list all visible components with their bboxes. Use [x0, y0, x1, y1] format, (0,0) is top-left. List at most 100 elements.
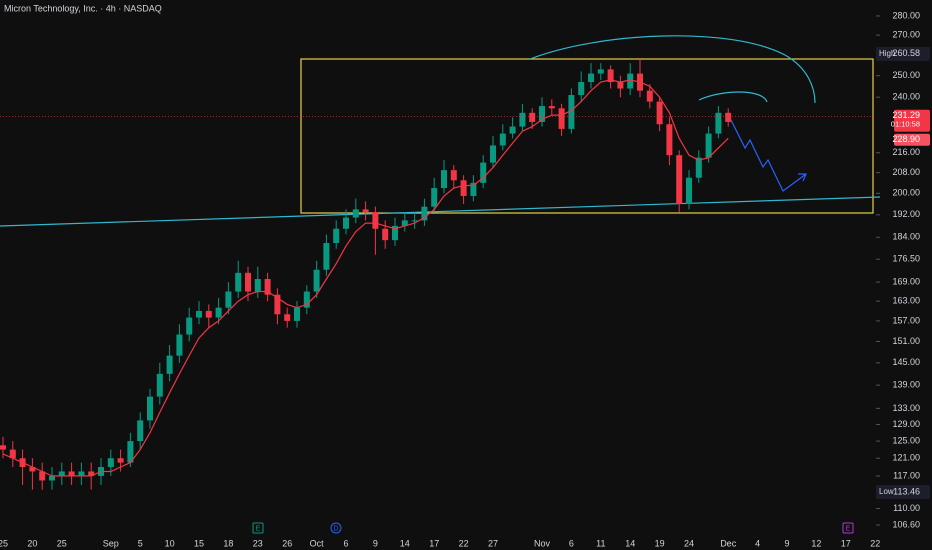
candle-body: [215, 307, 222, 318]
x-tick-label: 23: [253, 538, 263, 548]
event-markers: E D E: [252, 522, 854, 534]
event-marker: [330, 522, 342, 534]
y-tick-label: 125.00: [892, 435, 920, 445]
event-label: E: [846, 525, 851, 532]
y-tick-label: 163.00: [892, 296, 920, 306]
candle-body: [597, 69, 604, 74]
candle-body: [627, 73, 634, 89]
candle-body: [509, 126, 516, 134]
candle-body: [235, 272, 242, 292]
candle-body: [284, 314, 291, 321]
candle-body: [274, 294, 281, 315]
candle-body: [411, 220, 418, 222]
x-tick-label: 4: [755, 538, 760, 548]
y-tick-label: 145.00: [892, 357, 920, 367]
price-marker-label: High: [879, 49, 895, 58]
candle-body: [715, 112, 722, 134]
candle-body: [450, 170, 457, 181]
y-tick-label: 133.00: [892, 403, 920, 413]
candle-body: [88, 471, 95, 476]
trend-line: [0, 196, 881, 227]
y-tick-label: 192.00: [892, 209, 920, 219]
candle-body: [470, 182, 477, 196]
x-tick-label: 14: [625, 538, 635, 548]
y-tick-label: 208.00: [892, 167, 920, 177]
last-price-label: 231.29: [892, 110, 920, 120]
chart-title: Micron Technology, Inc. · 4h · NASDAQ: [4, 3, 162, 13]
x-tick-label: 17: [841, 538, 851, 548]
candle-body: [39, 471, 46, 481]
candle-body: [382, 228, 389, 241]
x-tick-label: 12: [811, 538, 821, 548]
y-tick-label: 184.00: [892, 232, 920, 242]
ma-price-box: [894, 133, 930, 146]
candle-body: [127, 441, 134, 463]
x-tick-label: 10: [165, 538, 175, 548]
x-tick-label: 6: [569, 538, 574, 548]
candle-body: [499, 133, 506, 146]
event-marker: [252, 522, 264, 534]
y-tick-label: 169.00: [892, 276, 920, 286]
x-tick-label: 22: [870, 538, 880, 548]
arc-drawing: [698, 91, 768, 103]
y-tick-label: 270.00: [892, 29, 920, 39]
y-tick-label: 240.00: [892, 92, 920, 102]
y-tick-label: 117.00: [893, 470, 920, 480]
candle-body: [254, 278, 261, 292]
y-tick-label: 280.00: [892, 10, 920, 20]
candle-body: [686, 177, 692, 204]
candle-body: [431, 188, 438, 207]
candle-body: [225, 291, 232, 308]
candle-body: [186, 317, 193, 335]
y-tick-label: 157.00: [892, 315, 920, 325]
candle-body: [9, 449, 16, 459]
candle-body: [147, 396, 153, 421]
candle-body: [490, 145, 496, 163]
x-tick-label: 27: [488, 538, 498, 548]
candle-body: [117, 458, 124, 463]
y-tick-label: 129.00: [892, 419, 920, 429]
x-tick-label: 15: [194, 538, 204, 548]
moving-average-line: [2, 79, 729, 477]
candle-body: [156, 373, 163, 397]
price-marker-box: [876, 485, 930, 500]
candle-body: [441, 170, 447, 189]
candle-body: [205, 310, 212, 318]
y-tick-label: 250.00: [892, 70, 920, 80]
event-label: E: [256, 525, 261, 532]
ma-price-label: 228.90: [892, 134, 920, 144]
candle-body: [646, 90, 653, 102]
candle-body: [460, 180, 467, 196]
candle-body: [539, 106, 545, 122]
y-tick-label: 106.60: [892, 519, 920, 529]
y-tick-label: 110.00: [893, 503, 920, 513]
candle-body: [29, 467, 36, 472]
candle-body: [58, 471, 65, 476]
projection-arrow: [730, 119, 807, 192]
arc-drawing: [529, 35, 816, 104]
candle-body: [372, 212, 379, 229]
candle-body: [176, 334, 183, 356]
candle-body: [695, 157, 702, 178]
countdown-label: 01:10:58: [891, 120, 920, 129]
x-tick-label: 9: [373, 538, 378, 548]
candle-body: [137, 420, 144, 442]
x-tick-label: Oct: [310, 538, 325, 548]
candle-body: [78, 471, 85, 476]
x-tick-label: 19: [655, 538, 665, 548]
event-label: D: [333, 525, 338, 532]
candle-body: [617, 82, 624, 89]
range-box: [300, 58, 874, 214]
y-tick-label: 216.00: [892, 147, 920, 157]
candle-body: [107, 458, 114, 468]
x-tick-label: 6: [343, 538, 348, 548]
y-tick-label: 176.50: [892, 254, 920, 264]
candle-body: [166, 355, 173, 374]
candle-body: [705, 133, 712, 158]
price-marker-label: Low: [879, 487, 894, 496]
candle-body: [607, 69, 614, 83]
x-tick-label: 5: [138, 538, 143, 548]
